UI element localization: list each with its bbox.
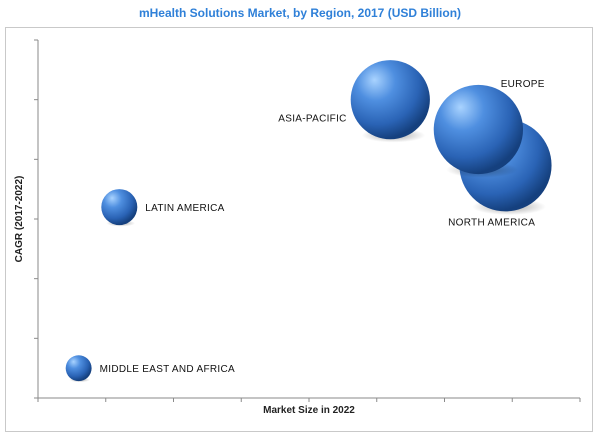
bubble-label-asia-pacific: ASIA-PACIFIC <box>278 113 346 124</box>
bubble-europe <box>433 84 524 178</box>
chart-panel <box>5 27 593 432</box>
bubble-latin-america <box>101 189 138 227</box>
bubble-circle <box>433 84 524 175</box>
bubble-label-europe: EUROPE <box>501 79 545 90</box>
y-axis-label: CAGR (2017-2022) <box>14 176 25 263</box>
bubble-circle <box>101 189 138 226</box>
bubble-asia-pacific <box>350 60 430 143</box>
bubble-label-north-america: NORTH AMERICA <box>448 217 535 228</box>
axes: Market Size in 2022 CAGR (2017-2022) <box>14 39 581 416</box>
bubble-circle <box>65 355 92 382</box>
bubble-middle-east-and-africa <box>65 355 92 383</box>
bubble-label-latin-america: LATIN AMERICA <box>145 203 224 214</box>
bubble-label-middle-east-and-africa: MIDDLE EAST AND AFRICA <box>100 364 235 375</box>
bubble-circle <box>350 60 430 140</box>
chart-title: mHealth Solutions Market, by Region, 201… <box>138 6 462 20</box>
x-axis-label: Market Size in 2022 <box>263 405 355 416</box>
